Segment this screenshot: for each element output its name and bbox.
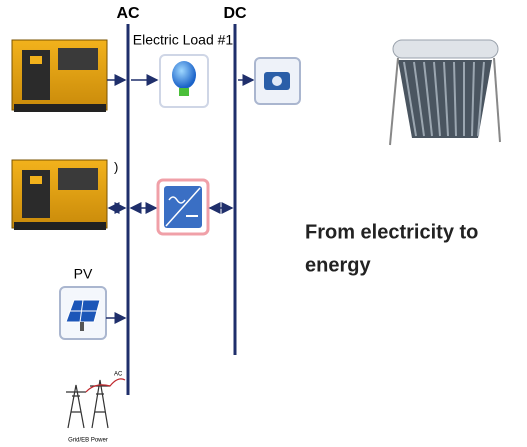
generator bbox=[12, 160, 107, 230]
grid-icon bbox=[66, 379, 125, 428]
grid-label: Grid/EB Power bbox=[68, 438, 108, 444]
pv-icon bbox=[60, 287, 106, 339]
dc-label: DC bbox=[223, 5, 247, 22]
load-icon bbox=[160, 55, 208, 107]
converter-icon bbox=[158, 180, 208, 234]
diagram: AC DC Electric Load #1 ) bbox=[0, 0, 527, 447]
battery-icon bbox=[255, 58, 300, 104]
solar-water-heater bbox=[390, 40, 500, 145]
caption: From electricity to bbox=[305, 221, 478, 243]
grid-ac-label: AC bbox=[114, 372, 123, 378]
generator-note: ) bbox=[114, 159, 118, 174]
ac-label: AC bbox=[116, 5, 140, 22]
load-label: Electric Load #1 bbox=[133, 32, 234, 48]
caption: energy bbox=[305, 254, 371, 276]
generator bbox=[12, 40, 107, 112]
pv-label: PV bbox=[74, 266, 93, 282]
